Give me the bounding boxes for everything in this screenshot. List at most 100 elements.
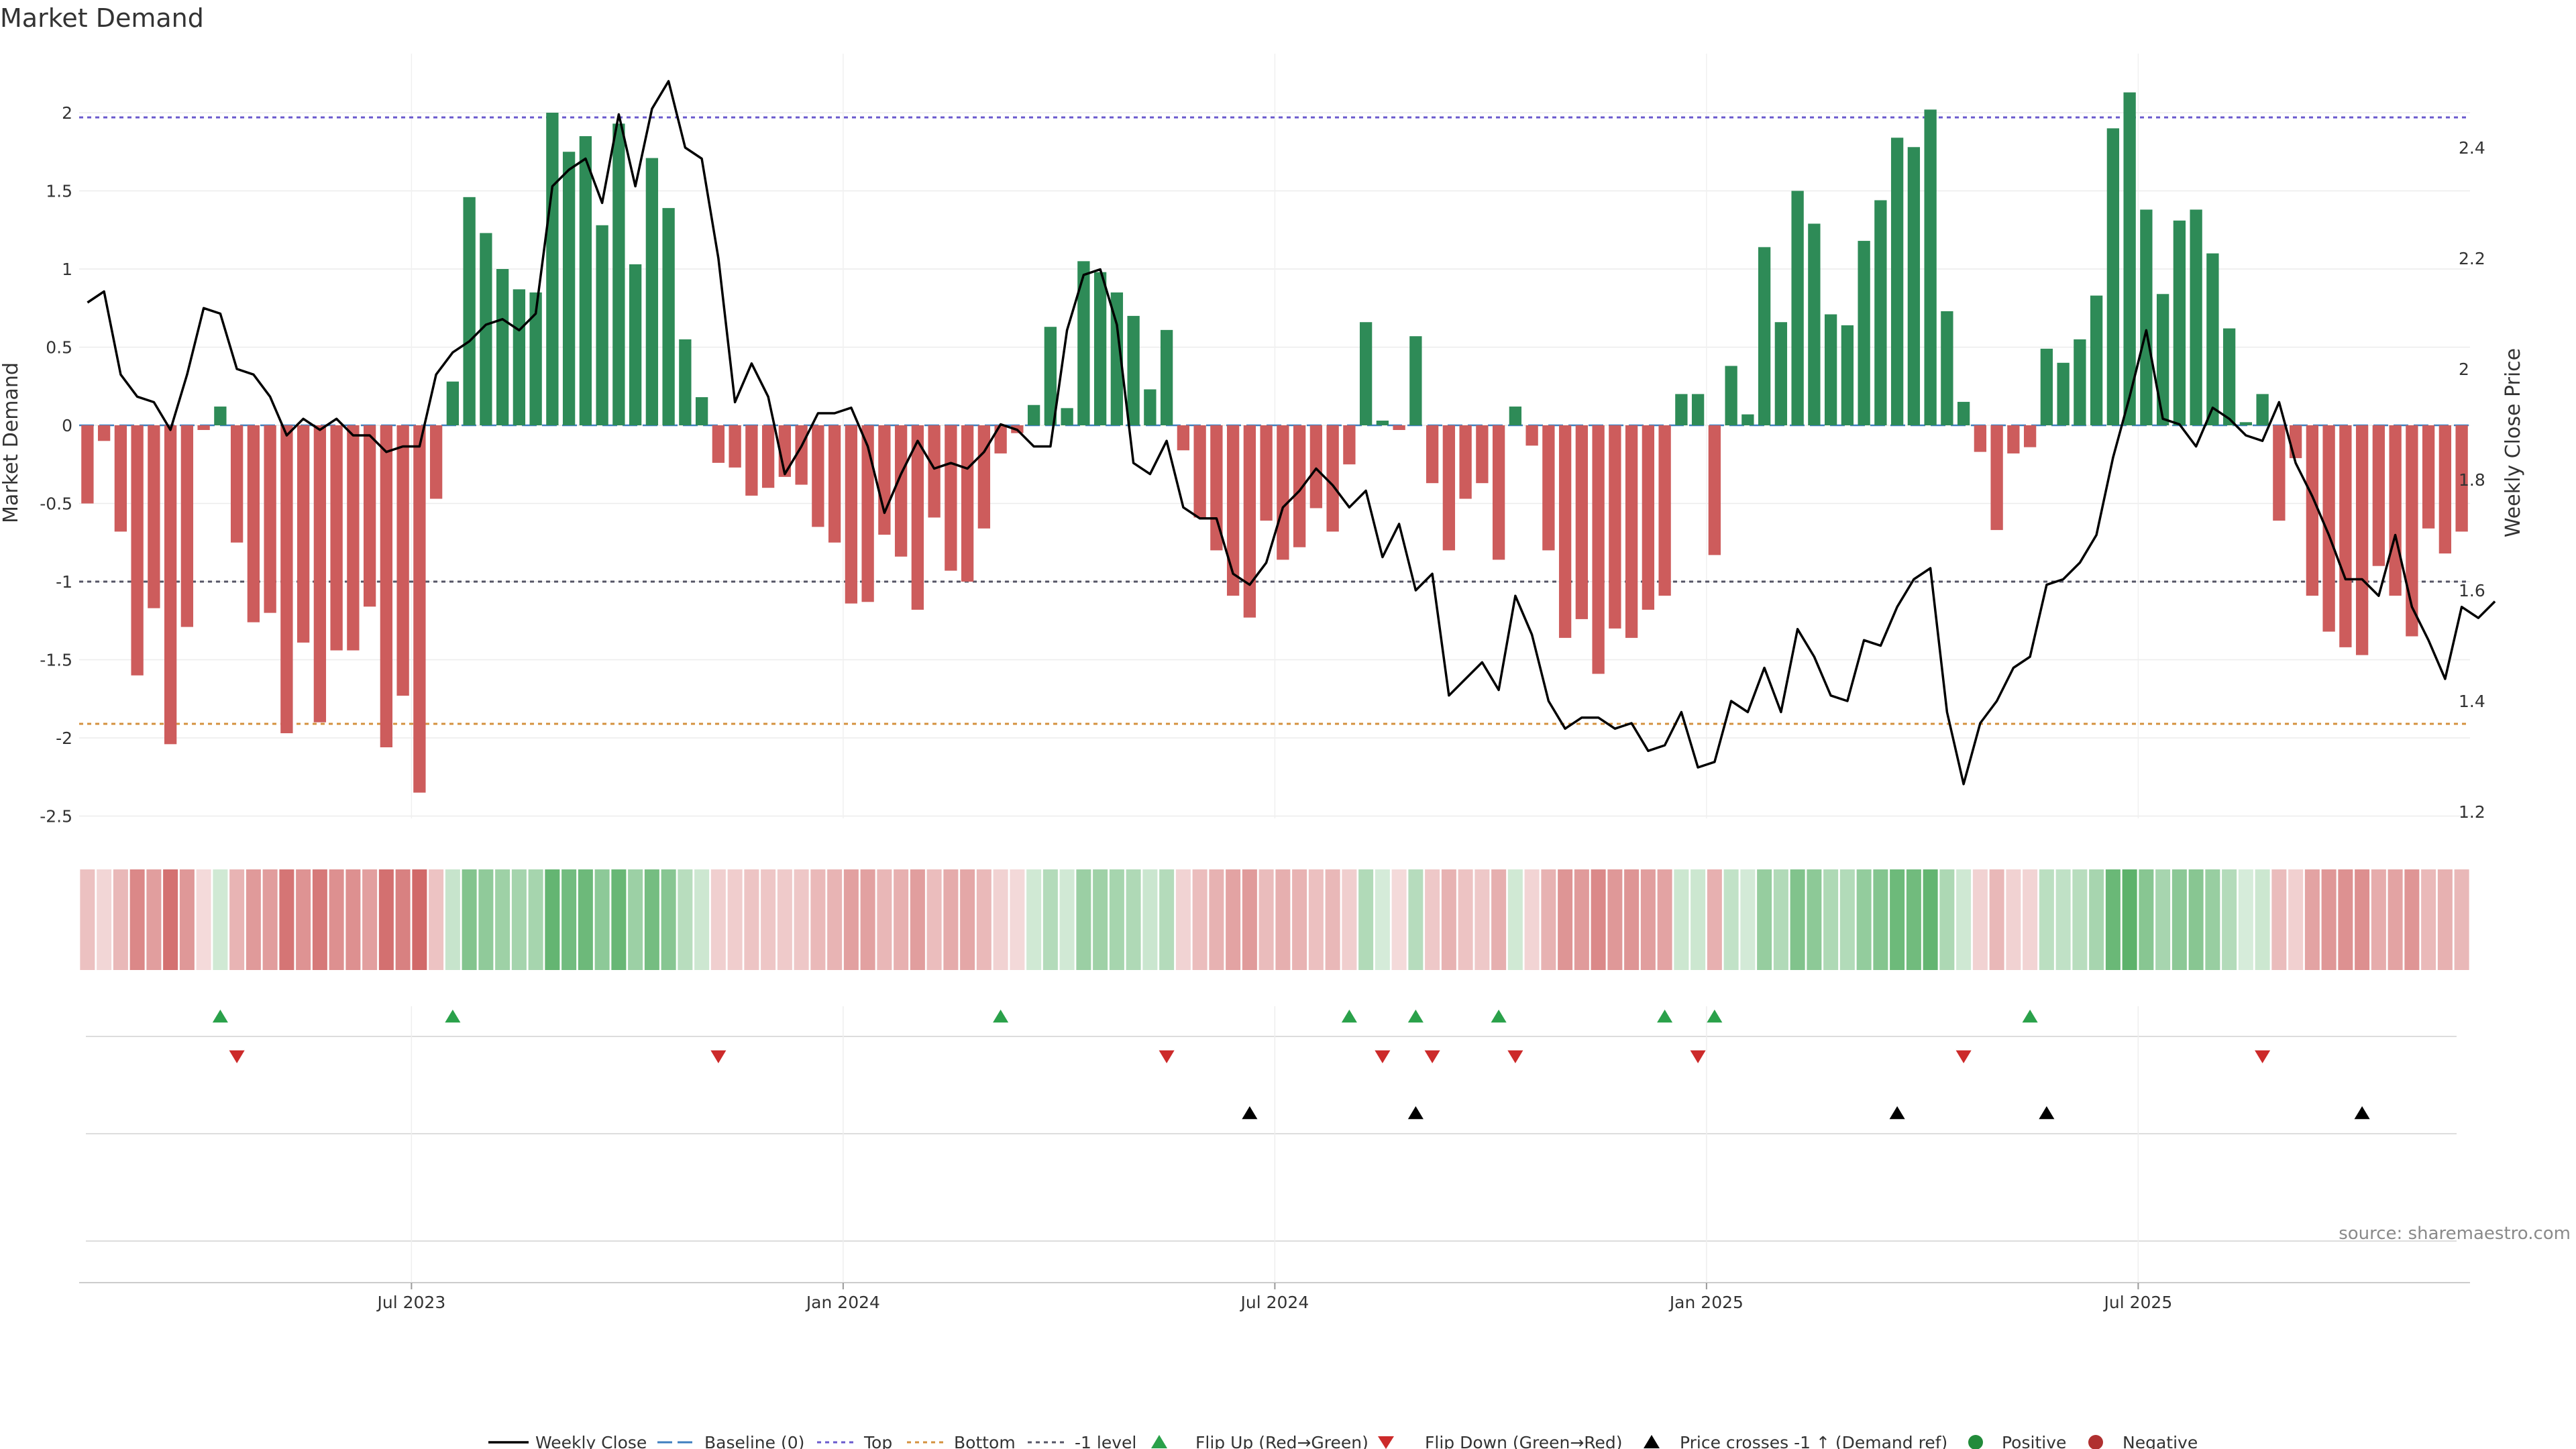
y2-tick-label: 1.8 [2459, 470, 2485, 490]
demand-bar [1791, 191, 1804, 425]
intensity-cell [395, 869, 411, 970]
intensity-cell [661, 869, 676, 970]
triangle-down-icon [1378, 1436, 1394, 1449]
demand-bar [280, 425, 293, 734]
svg-text:Flip Down (Green→Red): Flip Down (Green→Red) [1425, 1433, 1623, 1449]
demand-bar [662, 208, 675, 425]
y-tick-label: -2.5 [40, 807, 72, 826]
intensity-cell [1823, 869, 1839, 970]
demand-bar [1177, 425, 1190, 451]
main-panel: 2 1.5 1 0.5 0 -0.5 -1 -1.5 -2 -2.5 2.4 2.2 2 1.8 1.6 1… [0, 54, 2525, 826]
demand-bar [2438, 425, 2452, 554]
intensity-cell [2321, 869, 2337, 970]
demand-bar [845, 425, 858, 604]
demand-bar [2306, 425, 2319, 596]
demand-bar [2239, 422, 2253, 425]
demand-bar [264, 425, 276, 613]
intensity-cell [129, 869, 145, 970]
demand-bar [97, 425, 111, 441]
intensity-cell [1342, 869, 1357, 970]
demand-bar [1127, 315, 1140, 425]
chart-legend: Weekly Close Baseline (0) Top Bottom -1 … [488, 1433, 2198, 1449]
legend-negative: Negative [2088, 1433, 2198, 1449]
intensity-cell [478, 869, 494, 970]
demand-bar [429, 425, 443, 499]
y-tick-label: -2 [56, 729, 72, 748]
intensity-cell [2188, 869, 2204, 970]
demand-bar [977, 425, 991, 529]
demand-bar [2173, 220, 2186, 425]
intensity-cell [1375, 869, 1390, 970]
demand-bar [1343, 425, 1356, 465]
demand-bar [645, 158, 659, 425]
intensity-cell [2055, 869, 2071, 970]
intensity-cell [1790, 869, 1805, 970]
demand-bar [81, 425, 94, 504]
intensity-cell [2437, 869, 2453, 970]
demand-bar [230, 425, 244, 543]
intensity-cell [2105, 869, 2121, 970]
intensity-cell [794, 869, 809, 970]
demand-bar [1144, 389, 1157, 425]
intensity-cell [910, 869, 925, 970]
intensity-cell [2304, 869, 2320, 970]
demand-bar [2156, 294, 2169, 425]
demand-bar [1110, 292, 1124, 425]
y2-tick-label: 2.4 [2459, 138, 2485, 158]
intensity-cell [329, 869, 344, 970]
demand-bar [1525, 425, 1538, 446]
demand-bar [1741, 414, 1754, 425]
intensity-cell [2255, 869, 2270, 970]
intensity-cell [1358, 869, 1374, 970]
demand-bar [1609, 425, 1621, 629]
y-tick-label: -1 [56, 572, 72, 592]
intensity-cell [2288, 869, 2304, 970]
intensity-cell [1657, 869, 1672, 970]
intensity-cell [2238, 869, 2253, 970]
intensity-cell [943, 869, 959, 970]
intensity-cell [1292, 869, 1307, 970]
legend-flip-up: Flip Up (Red→Green) [1151, 1433, 1368, 1449]
intensity-cell [1890, 869, 1905, 970]
y2-tick-label: 2 [2459, 360, 2469, 379]
flip-up-marker [1491, 1010, 1507, 1023]
intensity-cell [2089, 869, 2104, 970]
intensity-cell [2371, 869, 2386, 970]
intensity-cell [960, 869, 975, 970]
intensity-cell [1740, 869, 1756, 970]
intensity-cell [362, 869, 378, 970]
intensity-cell [2338, 869, 2353, 970]
demand-bar [2040, 348, 2053, 425]
intensity-cell [2072, 869, 2088, 970]
intensity-cell [894, 869, 909, 970]
intensity-cell [1541, 869, 1556, 970]
intensity-cell [163, 869, 178, 970]
intensity-cell [1507, 869, 1523, 970]
intensity-cell [2454, 869, 2469, 970]
intensity-cell [1591, 869, 1606, 970]
demand-bar [347, 425, 360, 651]
demand-bar [2190, 209, 2202, 425]
intensity-cell [429, 869, 444, 970]
demand-bar [761, 425, 775, 488]
intensity-cell [2039, 869, 2054, 970]
intensity-cell [1989, 869, 2004, 970]
demand-bar [2057, 362, 2070, 425]
demand-bar [1890, 138, 1904, 425]
demand-bar [1077, 261, 1090, 425]
svg-text:Positive: Positive [2002, 1433, 2066, 1449]
signal-panel-gridlines [79, 1006, 2470, 1283]
intensity-cell [2355, 869, 2370, 970]
demand-bar [363, 425, 376, 607]
intensity-cell [229, 869, 245, 970]
circle-icon [2088, 1435, 2103, 1449]
demand-bar [297, 425, 310, 643]
demand-bar [828, 425, 841, 543]
demand-bar [330, 425, 343, 651]
price-cross-marker [1242, 1106, 1258, 1120]
intensity-cell [1159, 869, 1175, 970]
x-tick-label: Jan 2024 [805, 1293, 880, 1312]
demand-bar [1642, 425, 1655, 610]
flip-up-marker [445, 1010, 461, 1023]
demand-bar [2455, 425, 2468, 532]
